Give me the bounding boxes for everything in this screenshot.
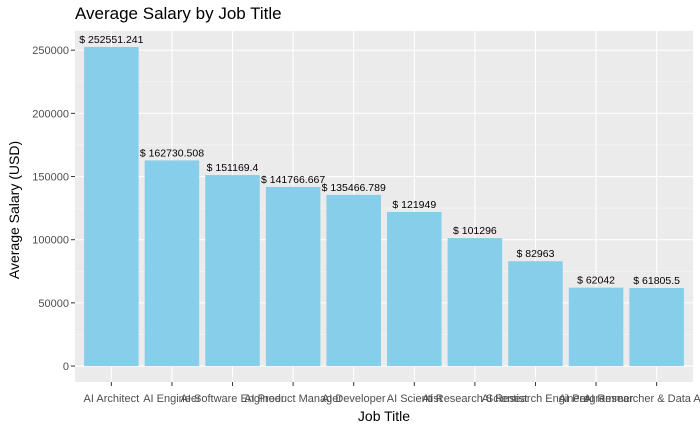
bar [326, 194, 381, 367]
bar [508, 261, 563, 367]
y-tick-label: 250000 [32, 45, 69, 57]
x-axis-title: Job Title [357, 408, 411, 424]
y-tick-label: 50000 [38, 298, 69, 310]
data-label: $ 162730.508 [140, 147, 204, 159]
bar [387, 211, 442, 367]
y-tick-label: 150000 [32, 172, 69, 184]
data-label: $ 121949 [392, 199, 436, 211]
bar [447, 238, 503, 367]
y-axis-title: Average Salary (USD) [6, 140, 22, 280]
x-tick-label: AI Research Scientist [422, 393, 527, 405]
bar [265, 186, 321, 367]
y-tick-label: 100000 [32, 235, 69, 247]
x-tick-label: AI Programmer [559, 393, 634, 405]
x-tick-label: AI Product Manager [244, 393, 342, 405]
x-tick-label: AI Architect [84, 393, 140, 405]
data-label: $ 252551.241 [79, 34, 143, 46]
x-tick-label: AI Scientist [387, 393, 442, 405]
data-label: $ 82963 [516, 248, 554, 260]
x-tick-label: AI Researcher & Data Analyst [584, 393, 700, 405]
bar [629, 287, 684, 367]
x-tick-label: AI Engineer [143, 393, 201, 405]
bar [568, 287, 624, 367]
y-tick-label: 0 [63, 361, 69, 373]
bar [205, 175, 260, 367]
x-tick-label: AI Software Engineer [181, 393, 285, 405]
data-label: $ 141766.667 [261, 174, 325, 186]
data-label: $ 151169.4 [207, 162, 259, 174]
bar [84, 46, 139, 367]
x-tick-label: AI Developer [322, 393, 386, 405]
chart-title: Average Salary by Job Title [75, 4, 282, 23]
y-tick-label: 200000 [32, 108, 69, 120]
data-label: $ 62042 [577, 275, 615, 287]
data-label: $ 101296 [453, 225, 497, 237]
data-label: $ 61805.5 [633, 275, 680, 287]
bar [144, 160, 200, 367]
data-label: $ 135466.789 [322, 182, 386, 194]
x-tick-label: AI Research Engineer [482, 393, 590, 405]
